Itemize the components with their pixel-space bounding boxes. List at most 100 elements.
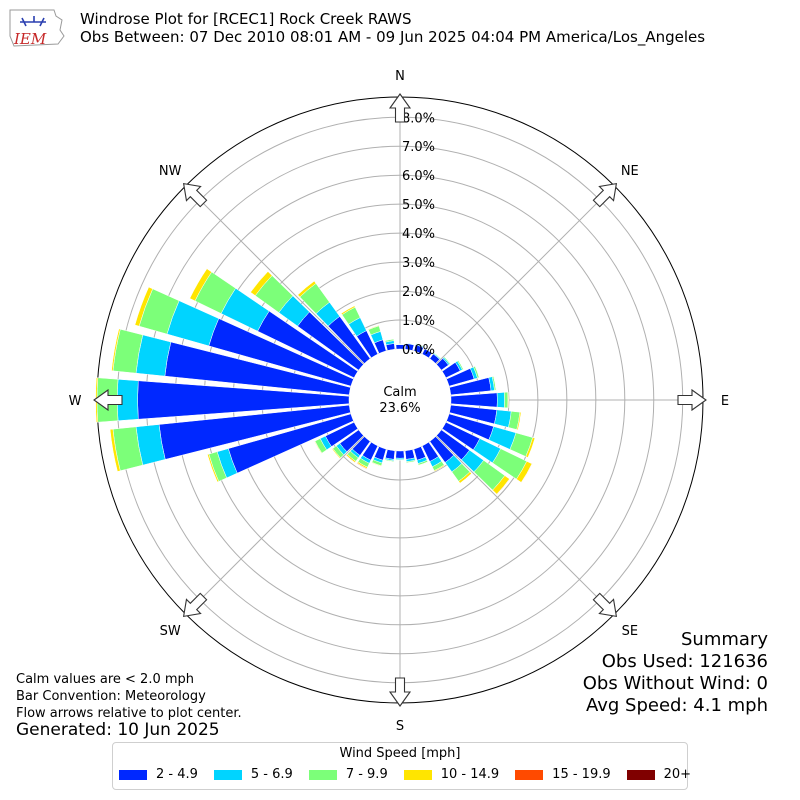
windrose-bar — [415, 343, 425, 348]
calm-value: 23.6% — [379, 401, 420, 416]
legend-label: 5 - 6.9 — [250, 767, 293, 782]
calm-circle — [349, 349, 451, 451]
windrose-bar — [109, 428, 121, 472]
windrose-bar — [496, 392, 505, 408]
legend: Wind Speed [mph] 2 - 4.9 5 - 6.9 7 - 9.9 10… — [112, 742, 691, 790]
windrose-bar — [516, 411, 522, 431]
windrose-bar — [367, 324, 380, 331]
windrose-bar — [314, 440, 323, 454]
windrose-bar — [443, 356, 451, 365]
iem-logo: IEM — [9, 9, 65, 48]
legend-swatch — [626, 769, 655, 780]
legend-label: 15 - 19.9 — [552, 767, 611, 782]
grid-spoke — [185, 435, 365, 615]
flow-arrow — [182, 592, 208, 618]
legend-item: 2 - 4.9 — [119, 767, 198, 782]
compass-label: S — [396, 719, 404, 734]
windrose-bar — [345, 454, 356, 464]
calm-center: Calm 23.6% — [349, 349, 451, 451]
legend-item: 5 - 6.9 — [213, 767, 293, 782]
grid-spoke — [435, 185, 615, 365]
windrose-bar — [494, 409, 512, 428]
ring-label: 5.0% — [402, 198, 435, 213]
compass-label: W — [69, 394, 82, 409]
ring-label: 8.0% — [402, 111, 435, 126]
compass-label: NE — [621, 164, 639, 179]
flow-arrow — [592, 182, 618, 208]
flow-arrow — [93, 388, 123, 412]
legend-item: 20+ — [626, 767, 692, 782]
windrose-bar — [111, 328, 121, 372]
iem-logo-text: IEM — [13, 30, 47, 48]
ring-label: 0.0% — [402, 343, 435, 358]
windrose-bar — [250, 271, 273, 296]
windrose-bar — [385, 449, 396, 460]
windrose-bar — [458, 471, 472, 484]
flow-arrow — [677, 388, 707, 412]
legend-items: 2 - 4.9 5 - 6.9 7 - 9.9 10 - 14.9 15 - 19.9 2… — [119, 767, 707, 782]
windrose-bar — [405, 342, 415, 345]
windrose-bar — [134, 286, 154, 327]
legend-swatch — [403, 769, 432, 780]
compass-labels: N NE E SE S SW W NW — [69, 69, 730, 734]
windrose-bar — [507, 391, 509, 409]
windrose-bar — [433, 352, 441, 360]
ring-label: 1.0% — [402, 314, 435, 329]
summary-title: Summary — [681, 629, 768, 650]
windrose-bar — [340, 305, 356, 316]
generated-date: Generated: 10 Jun 2025 — [16, 720, 220, 740]
legend-label: 7 - 9.9 — [345, 767, 388, 782]
windrose-bar — [356, 462, 368, 470]
legend-swatch — [119, 769, 147, 780]
ring-label: 4.0% — [402, 227, 435, 242]
note-flow-arrows: Flow arrows relative to plot center. — [16, 706, 242, 721]
windrose-bar — [424, 347, 433, 353]
ring-labels: 0.0% 1.0% 2.0% 3.0% 4.0% 5.0% 6.0% 7.0% 8.0% — [402, 111, 435, 358]
windrose-bar — [406, 460, 416, 464]
flow-arrow — [182, 182, 208, 208]
compass-label: N — [395, 69, 405, 84]
windrose-bar — [493, 375, 497, 391]
legend-title: Wind Speed [mph] — [339, 746, 461, 761]
windrose-bar — [384, 338, 395, 343]
compass-label: E — [721, 394, 729, 409]
legend-label: 20+ — [663, 767, 692, 782]
compass-label: SE — [622, 624, 638, 639]
windrose-bar — [331, 448, 341, 459]
legend-swatch — [515, 769, 544, 780]
flow-arrows — [93, 93, 707, 707]
summary-avg-speed: Avg Speed: 4.1 mph — [586, 695, 768, 716]
windrose-bar — [384, 458, 395, 462]
summary-obs-without-wind: Obs Without Wind: 0 — [582, 673, 768, 694]
windrose-bar — [189, 268, 213, 302]
note-bar-convention: Bar Convention: Meteorology — [16, 689, 206, 704]
windrose-bar — [520, 463, 533, 483]
legend-item: 10 - 14.9 — [403, 767, 500, 782]
windrose-bar — [456, 360, 464, 371]
windrose-bar — [450, 392, 498, 408]
calm-label: Calm — [383, 385, 416, 400]
windrose-bar — [207, 453, 220, 483]
compass-label: NW — [159, 164, 182, 179]
flow-arrow — [592, 592, 618, 618]
windrose-bar — [433, 464, 445, 472]
windrose-bar — [474, 365, 480, 378]
windrose-bar — [504, 391, 509, 409]
windrose-bars — [95, 268, 536, 495]
chart-title: Windrose Plot for [RCEC1] Rock Creek RAW… — [80, 10, 412, 28]
windrose-bar — [404, 449, 415, 460]
note-calm: Calm values are < 2.0 mph — [16, 672, 195, 687]
ring-label: 7.0% — [402, 140, 435, 155]
windrose-bar — [418, 461, 429, 466]
windrose-bar — [525, 437, 536, 458]
grid-spoke — [435, 435, 615, 615]
grid-spoke — [185, 185, 365, 365]
legend-item: 15 - 19.9 — [515, 767, 611, 782]
legend-label: 10 - 14.9 — [440, 767, 500, 782]
windrose-bar — [371, 462, 382, 467]
summary-obs-used: Obs Used: 121636 — [601, 651, 768, 672]
chart-subtitle: Obs Between: 07 Dec 2010 08:01 AM - 09 J… — [80, 28, 706, 46]
flow-arrow — [388, 677, 412, 707]
windrose-bar — [496, 478, 511, 495]
